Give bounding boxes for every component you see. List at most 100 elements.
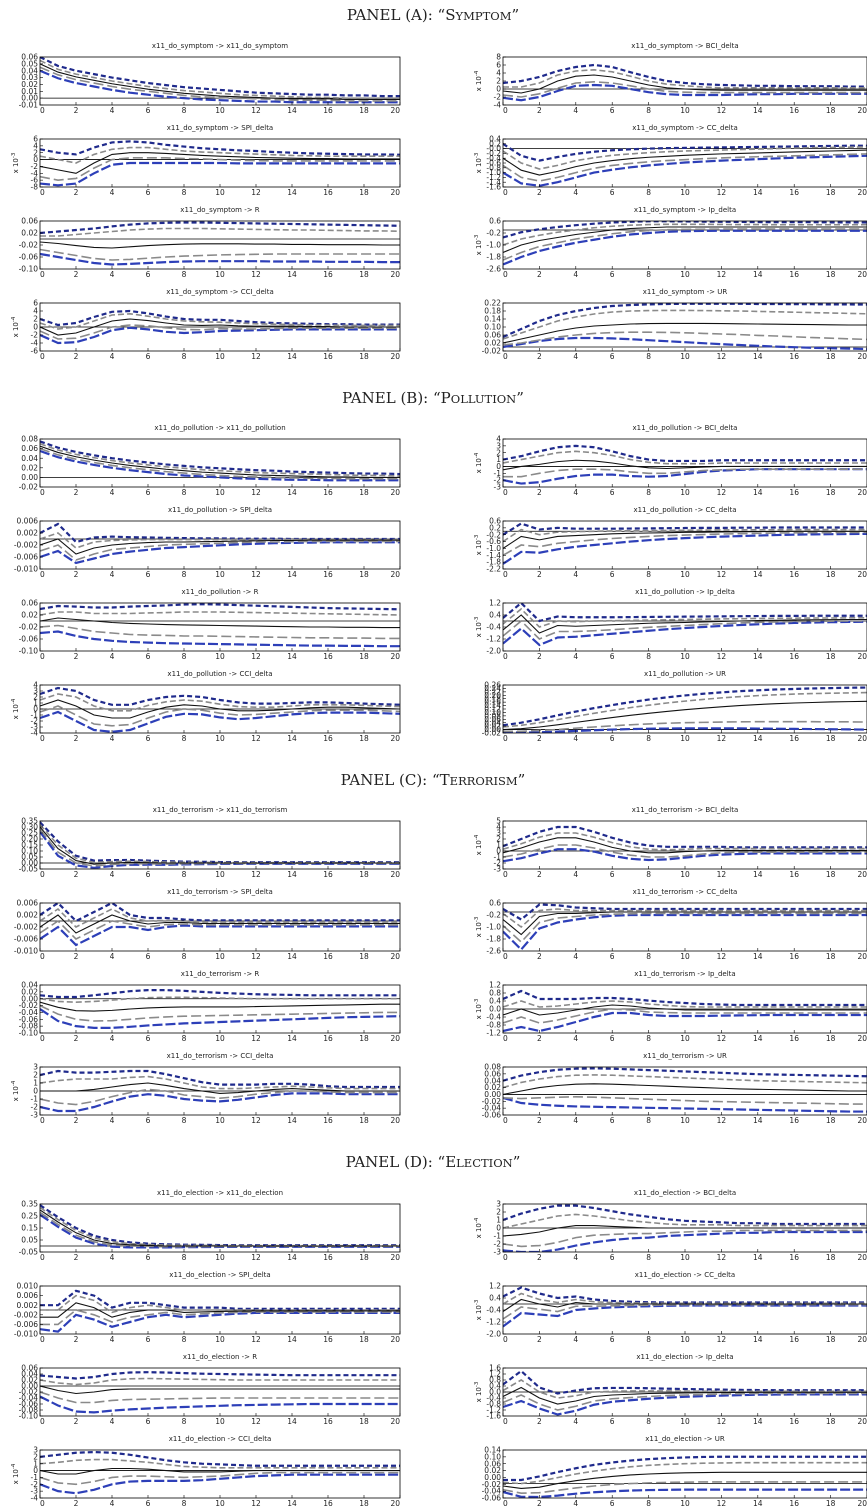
x-tick-label: 16 <box>789 570 799 579</box>
x-tick-label: 6 <box>146 1335 151 1344</box>
x-tick-label: 18 <box>359 106 369 115</box>
x-tick-label: 12 <box>717 1034 727 1043</box>
x-tick-label: 0 <box>503 1253 508 1262</box>
series-line-point <box>503 1471 867 1489</box>
x-tick-label: 8 <box>646 1116 651 1125</box>
irf-plot: x11_do_pollution -> CCI_delta-4-3-2-1012… <box>11 670 401 743</box>
x-tick-label: 20 <box>857 1499 867 1508</box>
series-line-inner-lower <box>503 153 867 182</box>
irf-plot: x11_do_election -> UR -0.06-0.04-0.020.00… <box>482 1435 867 1508</box>
y-tick-label: -0.6 <box>486 537 501 546</box>
irf-plot: x11_do_election -> x11_do_election-0.050… <box>19 1189 401 1262</box>
x-tick-label: 16 <box>323 952 333 961</box>
x-tick-label: 20 <box>857 188 867 197</box>
y-tick-label: -0.0 <box>486 144 501 153</box>
x-tick-label: 12 <box>717 1253 727 1262</box>
series-line-point <box>40 538 400 555</box>
panel-title-close: ” <box>511 6 519 24</box>
series-line-inner-upper <box>503 146 867 170</box>
x-tick-label: 6 <box>610 188 615 197</box>
x-tick-label: 4 <box>110 1034 115 1043</box>
x-tick-label: 14 <box>287 1335 297 1344</box>
panel-title-text: PANEL (D): “E <box>346 1153 457 1171</box>
y-tick-label: -2.6 <box>486 265 501 274</box>
x-tick-label: 16 <box>323 106 333 115</box>
y-tick-label: 0.06 <box>21 1364 38 1373</box>
x-tick-label: 10 <box>680 952 690 961</box>
y-tick-label: 0.02 <box>21 463 38 472</box>
series-line-inner-lower <box>40 157 400 181</box>
series-line-point <box>40 914 400 934</box>
series-line-point <box>503 700 867 731</box>
x-tick-label: 14 <box>287 1034 297 1043</box>
y-tick-label: 0.00 <box>21 859 38 868</box>
x-tick-label: 14 <box>287 352 297 361</box>
y-tick-label: 1 <box>33 1079 38 1088</box>
x-tick-label: 0 <box>503 106 508 115</box>
x-tick-label: 14 <box>287 1116 297 1125</box>
irf-plot: x11_do_symptom -> R -0.10 -0.06 -0.02 0.02 0.… <box>19 206 401 279</box>
x-tick-label: 6 <box>146 352 151 361</box>
series-line-inner-upper <box>503 1379 867 1399</box>
y-tick-label: -4 <box>31 729 39 738</box>
series-line-point <box>40 241 400 249</box>
x-tick-label: 0 <box>40 734 45 743</box>
irf-plot: x11_do_pollution -> SPI_delta -0.010 -0.00… <box>14 506 401 579</box>
series-line-outer-lower <box>40 1092 400 1113</box>
x-tick-label: 20 <box>390 652 400 661</box>
series-line-inner-upper <box>503 68 867 89</box>
x-tick-label: 2 <box>537 952 542 961</box>
y-tick-label: 0.20 <box>21 835 38 844</box>
scale-factor-label: x 10-4 <box>11 698 20 719</box>
y-tick-label: 3 <box>496 829 501 838</box>
irf-plot: x11_do_pollution -> R -0.10 -0.06 -0.02 0.02… <box>19 588 401 661</box>
x-tick-label: 16 <box>789 1116 799 1125</box>
y-tick-label: -0.01 <box>19 101 39 110</box>
x-tick-label: 18 <box>359 652 369 661</box>
x-tick-label: 12 <box>717 870 727 879</box>
panel-title-text: PANEL (C): “T <box>341 771 450 789</box>
x-tick-label: 20 <box>390 570 400 579</box>
series-line-outer-upper <box>40 821 400 864</box>
x-tick-label: 12 <box>717 1116 727 1125</box>
series-line-outer-upper <box>40 989 400 999</box>
series-line-outer-lower <box>503 1230 867 1252</box>
x-tick-label: 2 <box>74 570 79 579</box>
plot-title: x11_do_election -> Ip_delta <box>636 1353 733 1361</box>
y-tick-label: -0.06 <box>19 1400 39 1409</box>
series-line-point <box>40 1001 400 1012</box>
x-tick-label: 8 <box>182 570 187 579</box>
x-tick-label: 10 <box>215 734 225 743</box>
series-line-inner-lower <box>40 1471 400 1486</box>
y-tick-label: 0.6 <box>489 899 501 908</box>
x-tick-label: 10 <box>680 352 690 361</box>
series-line-inner-lower <box>40 66 400 102</box>
x-tick-label: 6 <box>610 106 615 115</box>
y-tick-label: 0.00 <box>21 1382 38 1391</box>
x-tick-label: 4 <box>573 270 578 279</box>
series-line-inner-upper <box>503 607 867 628</box>
y-tick-label: 0.00 <box>21 473 38 482</box>
y-tick-label: 0.05 <box>21 853 38 862</box>
x-tick-label: 4 <box>110 652 115 661</box>
panel-title-smallcaps: OLLUTION <box>451 392 516 406</box>
x-tick-label: 20 <box>390 734 400 743</box>
series-line-outer-upper <box>40 903 400 923</box>
y-tick-label: 0.18 <box>484 307 501 316</box>
series-line-inner-upper <box>503 450 867 465</box>
y-tick-label: 0.01 <box>21 87 38 96</box>
x-tick-label: 10 <box>680 870 690 879</box>
series-line-inner-upper <box>503 1292 867 1305</box>
x-tick-label: 2 <box>74 1499 79 1508</box>
series-line-outer-lower <box>503 727 867 733</box>
y-tick-label: 0 <box>496 1224 501 1233</box>
x-tick-label: 16 <box>789 734 799 743</box>
series-line-outer-upper <box>503 903 867 921</box>
series-line-outer-lower <box>503 848 867 863</box>
series-line-inner-upper <box>40 146 400 164</box>
x-tick-label: 8 <box>646 188 651 197</box>
x-tick-label: 4 <box>573 652 578 661</box>
series-line-point <box>503 1386 867 1405</box>
x-tick-label: 6 <box>610 1417 615 1426</box>
plot-title: x11_do_terrorism -> SPI_delta <box>167 888 273 896</box>
